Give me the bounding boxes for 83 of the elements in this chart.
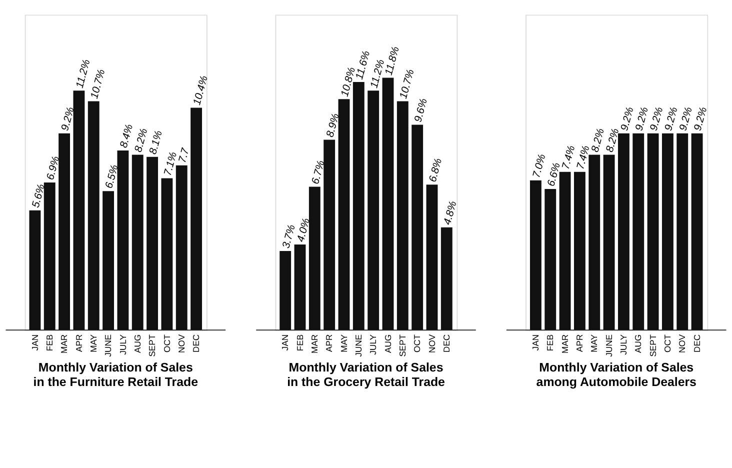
bar <box>559 172 571 330</box>
bar <box>88 101 100 330</box>
x-tick-label: NOV <box>176 334 186 353</box>
bar <box>530 180 542 330</box>
bar <box>73 90 85 330</box>
bar <box>647 133 659 330</box>
x-tick-label: FEB <box>44 334 54 352</box>
x-tick-label: JULY <box>368 334 378 355</box>
bar <box>294 244 306 330</box>
x-tick-label: APR <box>324 334 334 352</box>
bar <box>382 78 394 330</box>
text: Monthly Variation of Sales among Automobile Dealers <box>536 360 697 389</box>
x-tick-label: JAN <box>530 334 541 351</box>
x-tick-label: JUNE <box>604 334 614 357</box>
x-tick-label: SEPT <box>147 334 158 357</box>
bar <box>440 227 452 330</box>
data-label: 10.4% <box>191 74 210 106</box>
bar <box>308 186 320 330</box>
bar <box>44 182 56 330</box>
x-tick-label: MAY <box>88 334 98 352</box>
bar <box>368 90 380 330</box>
data-label: 5.6% <box>30 182 48 210</box>
x-tick-label: NOV <box>677 334 688 353</box>
x-tick-label: JULY <box>118 334 128 355</box>
bar <box>426 184 438 330</box>
x-tick-label: APR <box>74 334 84 352</box>
x-tick-label: DEC <box>442 334 452 353</box>
x-tick-label: MAR <box>560 334 570 354</box>
bar <box>662 133 674 330</box>
text: Monthly Variation of Sales in the Grocery Retail Trade <box>287 360 446 389</box>
data-label: 9.2% <box>59 106 77 132</box>
x-tick-label: AUG <box>382 334 393 353</box>
bar <box>280 250 292 330</box>
x-tick-label: NOV <box>426 334 437 353</box>
data-label: 8.9% <box>324 112 342 139</box>
x-tick-label: OCT <box>162 334 172 352</box>
bar <box>588 154 600 330</box>
data-label: 6.5% <box>103 164 121 190</box>
x-tick-label: OCT <box>662 334 673 352</box>
bar <box>412 124 424 330</box>
data-label: 6.7% <box>309 159 328 186</box>
bar <box>58 133 70 330</box>
text: Monthly Variation of Sales in the Furniture Retail Trade <box>33 360 198 389</box>
bar <box>117 150 129 330</box>
data-label: 6.8% <box>426 157 445 184</box>
bar <box>190 108 202 330</box>
x-tick-label: JUNE <box>103 334 114 357</box>
x-tick-label: SEPT <box>648 334 658 357</box>
data-label: 6.9% <box>44 155 62 182</box>
bar <box>324 140 336 330</box>
bar <box>544 188 556 330</box>
x-tick-label: AUG <box>633 334 644 353</box>
bar <box>574 172 586 330</box>
x-tick-label: MAY <box>589 334 600 352</box>
x-tick-label: DEC <box>692 334 702 353</box>
x-tick-label: JAN <box>30 334 40 351</box>
bar <box>676 133 688 330</box>
bar <box>161 178 173 330</box>
x-tick-label: SEPT <box>398 334 408 357</box>
bar <box>132 154 144 330</box>
x-tick-label: JULY <box>618 334 629 355</box>
x-tick-label: DEC <box>191 334 202 353</box>
bar <box>146 156 158 330</box>
x-tick-label: MAY <box>338 334 349 352</box>
x-tick-label: FEB <box>545 334 556 352</box>
x-tick-label: MAR <box>310 334 320 354</box>
bar <box>396 101 408 330</box>
bar <box>29 210 41 330</box>
x-tick-label: JAN <box>280 334 290 351</box>
x-tick-label: APR <box>574 334 585 352</box>
x-tick-label: AUG <box>132 334 142 353</box>
x-tick-label: MAR <box>59 334 70 354</box>
bar <box>176 165 188 330</box>
bar <box>691 133 703 330</box>
bar <box>632 133 644 330</box>
bar <box>603 154 615 330</box>
data-label: 4.8% <box>441 200 460 226</box>
bar <box>102 191 114 330</box>
x-tick-label: OCT <box>412 334 422 352</box>
x-tick-label: FEB <box>294 334 305 352</box>
bar <box>338 99 350 330</box>
x-tick-label: JUNE <box>354 334 364 357</box>
bar <box>618 133 630 330</box>
